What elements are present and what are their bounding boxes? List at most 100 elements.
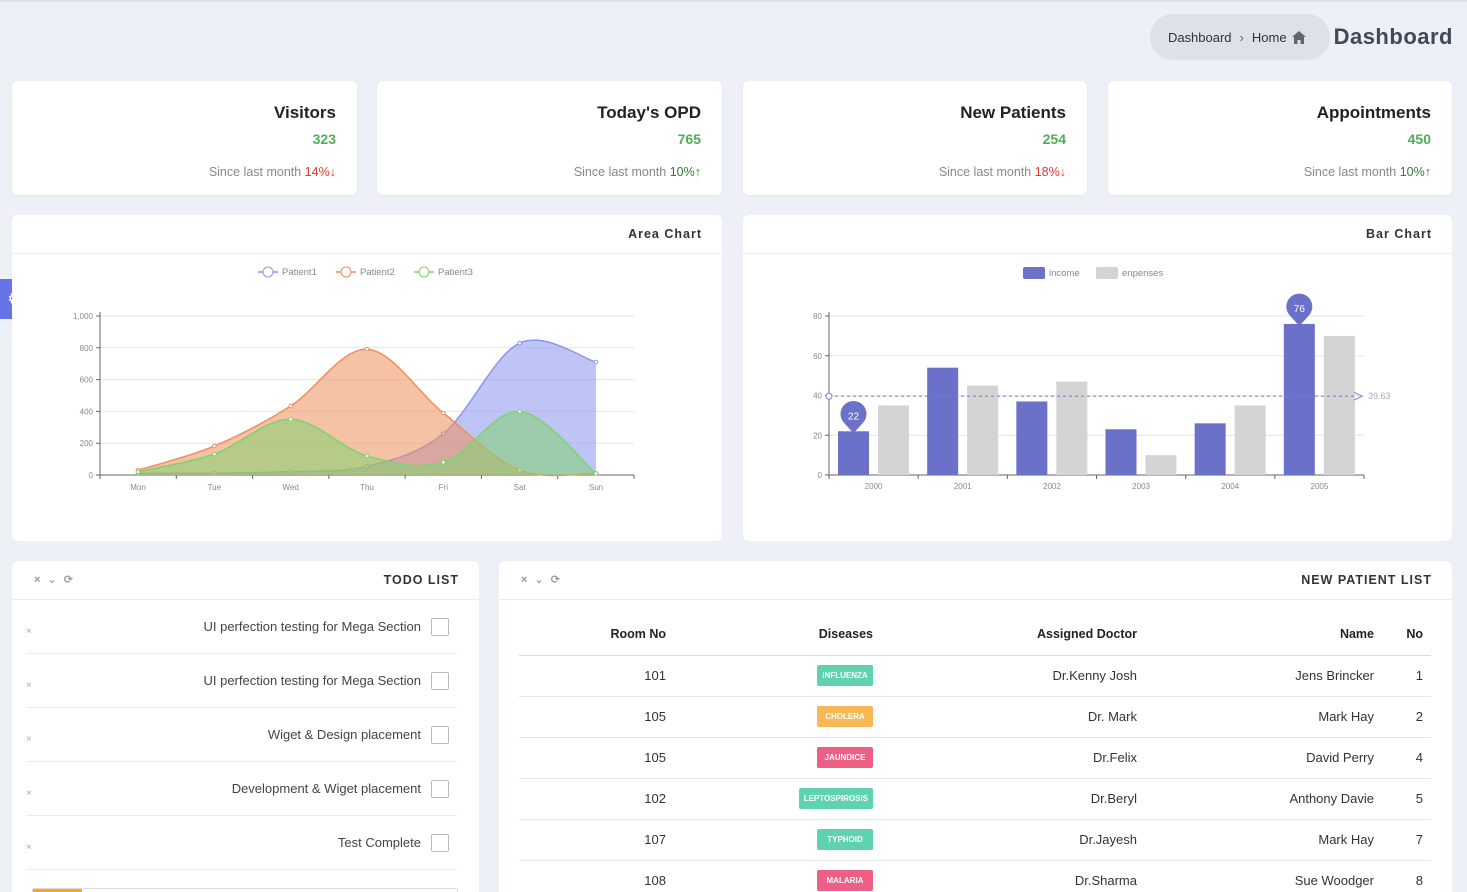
cell-no: 2 [1382, 696, 1431, 738]
disease-badge: LEPTOSPIROSIS [798, 788, 873, 809]
bar-chart: 0 20 40 60 80 2000 2001 2002 2003 2004 2005 39.63 22… [813, 267, 1391, 491]
card-tools[interactable]: × ⌄ ⟳ [521, 574, 562, 586]
disease-badge: MALARIA [817, 870, 873, 891]
cell-name: Jens Brincker [1145, 655, 1382, 697]
cell-room: 105 [519, 737, 674, 779]
bar-enpenses[interactable] [1056, 381, 1088, 475]
data-point[interactable] [212, 451, 217, 457]
stat-pct: 14% [304, 165, 330, 179]
x-tick-label: 2004 [1221, 482, 1239, 491]
x-tick-label: Wed [283, 483, 299, 492]
todo-checkbox[interactable] [431, 725, 449, 744]
max-marker-label: 76 [1294, 304, 1306, 315]
x-tick-label: Mon [130, 483, 146, 492]
col-name: Name [1145, 613, 1382, 656]
stat-title: Appointments [1316, 103, 1431, 122]
stat-since-label: Since last month [573, 165, 667, 179]
bar-income[interactable] [927, 367, 959, 475]
cell-disease: JAUNDICE [674, 737, 881, 779]
cell-no: 1 [1382, 655, 1431, 697]
x-tick-label: Tue [208, 483, 222, 492]
data-point[interactable] [135, 469, 141, 475]
y-tick-label: 600 [80, 376, 94, 385]
bar-income[interactable] [1283, 323, 1315, 475]
table-header-row: Room No Diseases Assigned Doctor Name No [519, 613, 1431, 656]
bar-income[interactable] [1016, 401, 1048, 475]
x-tick-label: Fri [439, 483, 449, 492]
breadcrumb-home[interactable]: Home [1251, 29, 1287, 45]
data-point[interactable] [364, 346, 370, 352]
bar-enpenses[interactable] [1323, 335, 1355, 475]
bar-enpenses[interactable] [1145, 455, 1177, 475]
chevron-right-icon: › [1239, 29, 1244, 45]
cell-name: David Perry [1145, 737, 1382, 779]
min-marker[interactable] [840, 400, 867, 434]
cell-doctor: Dr.Jayesh [881, 819, 1145, 861]
cell-disease: TYPHOID [674, 819, 881, 861]
data-point[interactable] [441, 410, 446, 416]
bar-income[interactable] [1105, 429, 1137, 475]
todo-header: × ⌄ ⟳ TODO LIST [12, 561, 479, 600]
min-marker-label: 22 [848, 411, 860, 422]
home-icon[interactable] [1291, 30, 1306, 44]
bar-enpenses[interactable] [967, 385, 999, 475]
y-tick-label: 0 [89, 471, 94, 480]
todo-text: Wiget & Design placement [267, 727, 421, 742]
data-point[interactable] [593, 359, 599, 365]
card-tools[interactable]: × ⌄ ⟳ [34, 574, 75, 586]
data-point[interactable] [517, 409, 522, 414]
legend-swatch [1096, 267, 1118, 279]
table-row[interactable]: 105 CHOLERA Dr. Mark Mark Hay 2 [519, 696, 1431, 738]
todo-checkbox[interactable] [431, 779, 449, 798]
cell-doctor: Dr. Mark [881, 696, 1145, 738]
y-tick-label: 400 [80, 407, 94, 416]
data-point[interactable] [212, 443, 217, 449]
card-title: Bar Chart [743, 215, 1452, 254]
delete-icon[interactable]: × [26, 734, 32, 745]
y-tick-label: 800 [80, 344, 94, 353]
stat-value: 450 [1407, 131, 1431, 147]
bar-income[interactable] [1194, 423, 1226, 475]
todo-checkbox[interactable] [431, 671, 449, 690]
delete-icon[interactable]: × [26, 626, 32, 637]
stat-value: 254 [1042, 131, 1066, 147]
todo-checkbox[interactable] [431, 833, 449, 852]
data-point[interactable] [364, 453, 370, 459]
stat-title: Visitors [273, 103, 336, 122]
delete-icon[interactable]: × [26, 842, 32, 853]
cell-doctor: Dr.Beryl [881, 778, 1145, 820]
data-point[interactable] [288, 403, 293, 409]
stat-since: Since last month 14%↓ [12, 165, 336, 179]
cell-room: 108 [519, 860, 674, 892]
todo-checkbox[interactable] [431, 617, 449, 636]
breadcrumb: Dashboard › Home [1149, 14, 1330, 60]
y-tick-label: 1,000 [73, 312, 94, 321]
bar-chart-card: Bar Chart 0 20 40 60 80 2000 2001 2002 2003 2004 2… [743, 215, 1452, 541]
table-row[interactable]: 105 JAUNDICE Dr.Felix David Perry 4 [519, 737, 1431, 779]
data-point[interactable] [517, 340, 522, 346]
table-row[interactable]: 102 LEPTOSPIROSIS Dr.Beryl Anthony Davie 5 [519, 778, 1431, 820]
patient-table-body: 101 INFLUENZA Dr.Kenny Josh Jens Brincker 1 1… [519, 655, 1431, 892]
table-row[interactable]: 108 MALARIA Dr.Sharma Sue Woodger 8 [519, 860, 1431, 892]
bar-enpenses[interactable] [878, 405, 909, 475]
table-row[interactable]: 101 INFLUENZA Dr.Kenny Josh Jens Brincker 1 [519, 655, 1431, 697]
stat-since-label: Since last month [208, 165, 302, 179]
stat-title: New Patients [960, 103, 1066, 122]
patient-header: × ⌄ ⟳ NEW PATIENT LIST [499, 561, 1452, 600]
bar-income[interactable] [838, 431, 869, 475]
average-arrow-icon [1353, 391, 1364, 401]
delete-icon[interactable]: × [26, 680, 32, 691]
breadcrumb-dashboard[interactable]: Dashboard [1167, 29, 1232, 45]
area-chart-card: Area Chart 0 200 400 600 800 1,000 Mon Tue Wed Th… [12, 215, 722, 541]
data-point[interactable] [288, 416, 293, 422]
data-point[interactable] [593, 471, 599, 476]
delete-icon[interactable]: × [26, 788, 32, 799]
table-row[interactable]: 107 TYPHOID Dr.Jayesh Mark Hay 7 [519, 819, 1431, 861]
todo-list: × UI perfection testing for Mega Section ×… [12, 600, 479, 870]
data-point[interactable] [441, 459, 446, 465]
max-marker[interactable] [1286, 293, 1313, 326]
stat-card-opd: Today's OPD 765 Since last month 10%↑ [377, 81, 722, 195]
cell-room: 102 [519, 778, 674, 820]
legend-label: Patient3 [438, 267, 473, 278]
bar-enpenses[interactable] [1234, 405, 1266, 475]
